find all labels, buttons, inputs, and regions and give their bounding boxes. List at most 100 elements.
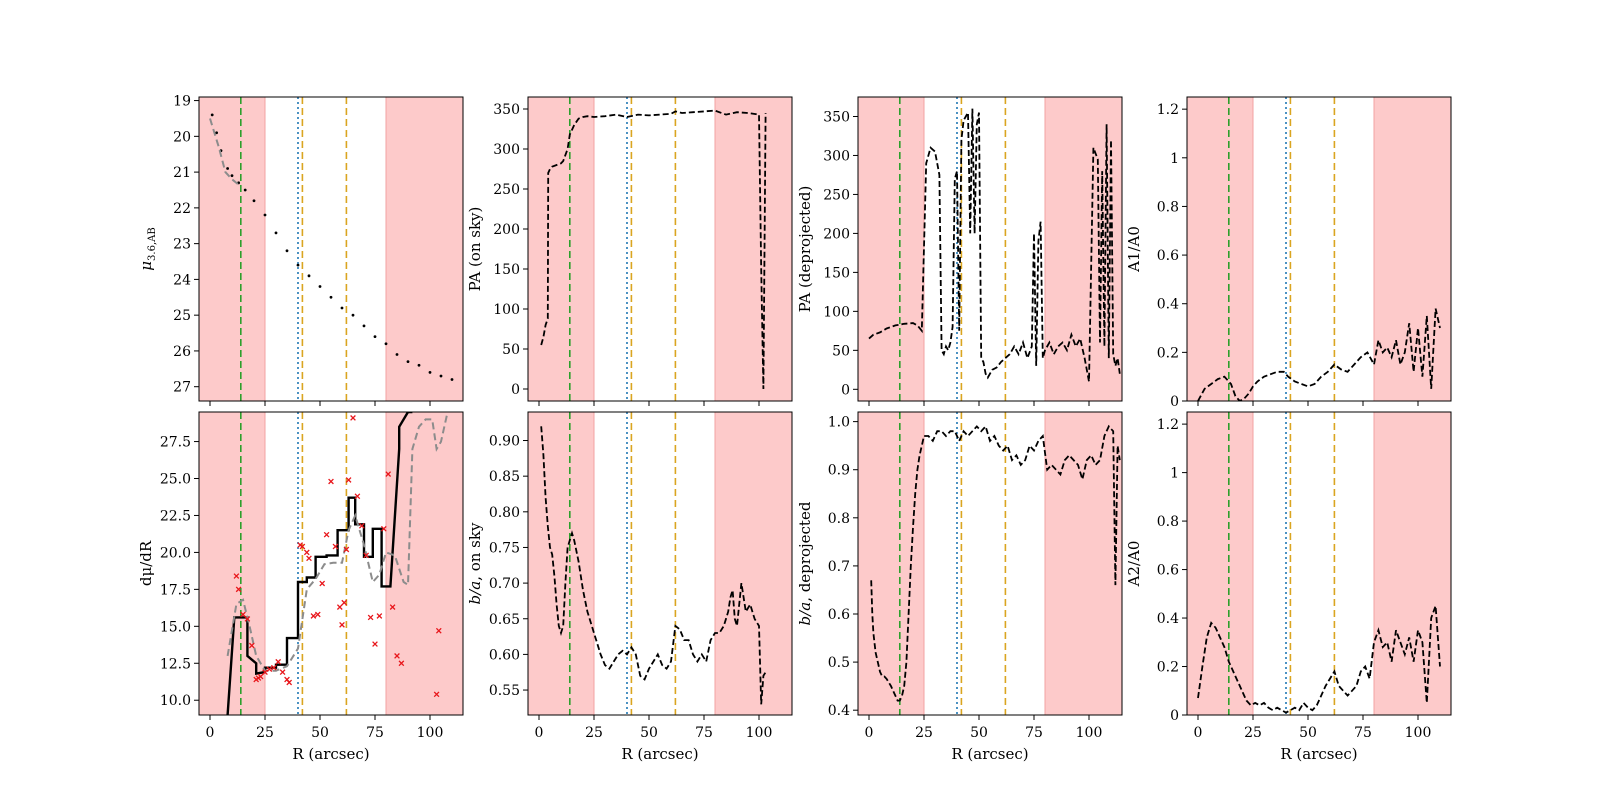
series-profile-point	[362, 324, 366, 328]
y-tick-label: 0	[841, 382, 850, 398]
series-profile-line	[1197, 308, 1441, 401]
x-tick-label: 50	[640, 725, 658, 741]
series-markers-marker	[244, 616, 251, 622]
y-tick-label: 0.6	[828, 607, 850, 623]
y-axis-label: μ3.6,AB	[137, 227, 158, 270]
panel-a2: 0 25 50 75 100 0 0.2 0.4 0.6 0.8 1 1.2 R (arcsec) A2/…	[1125, 411, 1452, 763]
series-profile-point	[243, 188, 247, 192]
x-tick-label: 100	[1405, 725, 1432, 741]
y-tick-label: 300	[823, 148, 850, 164]
y-tick-label: 0.4	[828, 703, 850, 719]
y-axis-label: A2/A0	[1125, 541, 1143, 588]
y-tick-label: 100	[493, 302, 520, 318]
x-tick-label: 50	[311, 725, 329, 741]
y-tick-label: 0.6	[1157, 563, 1179, 579]
series-profile-point	[373, 335, 377, 339]
series-profile-line	[870, 424, 1121, 702]
x-tick-label: 100	[746, 725, 773, 741]
panel-dmu: 0 25 50 75 100 10.0 12.5 15.0 17.5 20.0 22.5 25.0 27…	[137, 411, 464, 763]
shaded-region-0	[1187, 97, 1254, 401]
series-profile-point	[215, 131, 219, 135]
shaded-region-0	[858, 97, 925, 401]
y-tick-label: 24	[173, 272, 191, 288]
y-tick-label: 50	[502, 342, 520, 358]
y-tick-label: 0.5	[828, 655, 850, 671]
plot-area	[199, 97, 463, 401]
series-markers-marker	[363, 552, 370, 559]
series-markers-marker	[235, 586, 242, 593]
y-tick-label: 22	[173, 201, 191, 217]
x-tick-label: 100	[1076, 725, 1103, 741]
y-tick-label: 1.2	[1157, 417, 1179, 433]
y-tick-label: 0.90	[489, 434, 520, 450]
y-tick-label: 27	[173, 380, 191, 396]
y-tick-label: 0.75	[489, 540, 520, 556]
x-axis-label: R (arcsec)	[292, 745, 369, 763]
y-tick-label: 21	[173, 165, 191, 181]
y-axis-label: b/a, on sky	[466, 522, 484, 604]
series-markers-marker	[248, 642, 255, 649]
plot-area	[858, 97, 1122, 401]
y-tick-label: 27.5	[160, 435, 191, 451]
y-tick-label: 0.4	[1157, 611, 1179, 627]
x-tick-label: 75	[695, 725, 713, 741]
series-markers-marker	[319, 580, 326, 587]
shaded-region-1	[1373, 412, 1451, 715]
shaded-region-1	[385, 97, 463, 401]
x-tick-label: 0	[206, 725, 215, 741]
y-tick-label: 250	[823, 187, 850, 203]
x-tick-label: 25	[1244, 725, 1262, 741]
shaded-region-0	[528, 97, 595, 401]
series-markers-marker	[345, 477, 352, 483]
y-tick-label: 10.0	[160, 693, 191, 709]
series-markers-marker	[354, 493, 361, 500]
series-model-line	[209, 118, 242, 188]
series-markers-marker	[372, 641, 378, 647]
y-tick-label: 0.6	[1157, 248, 1179, 264]
series-markers-marker	[323, 531, 330, 538]
plot-area	[858, 412, 1122, 715]
y-tick-label: 0	[511, 382, 520, 398]
series-profile-point	[226, 167, 230, 170]
series-markers-marker	[376, 613, 383, 619]
shaded-region-0	[199, 97, 266, 401]
series-markers-marker	[385, 471, 392, 477]
plot-area	[1187, 97, 1451, 401]
y-tick-label: 200	[823, 226, 850, 242]
series-profile-point	[417, 363, 421, 367]
y-tick-label: 25.0	[160, 472, 191, 488]
panel-ba_deproj: 0 25 50 75 100 0.4 0.5 0.6 0.7 0.8 0.9 1.0 R (arcsec…	[796, 411, 1123, 763]
series-profile-point	[351, 313, 355, 317]
series-markers-marker	[240, 611, 246, 618]
y-tick-label: 50	[832, 343, 850, 359]
shaded-region-1	[1044, 412, 1122, 715]
series-profile-point	[439, 374, 443, 378]
y-axis-label: dμ/dR	[137, 540, 155, 586]
y-tick-label: 17.5	[160, 582, 191, 598]
panel-a1: 0 0.2 0.4 0.6 0.8 1 1.2 A1/A0	[1125, 96, 1452, 410]
series-profile-point	[428, 370, 432, 374]
y-tick-label: 0.8	[828, 511, 850, 527]
series-profile-line	[540, 109, 767, 390]
panel-frame	[857, 411, 1123, 716]
series-markers-marker	[310, 613, 317, 619]
series-markers-marker	[270, 664, 277, 671]
y-tick-label: 1.2	[1157, 102, 1179, 118]
series-profile-point	[210, 113, 214, 117]
series-profile-point	[274, 231, 278, 235]
shaded-region-0	[528, 412, 595, 715]
panels-group: 192021222324252627μ3.6,AB050100150200250…	[137, 94, 1452, 763]
series-markers-marker	[433, 691, 440, 698]
y-tick-label: 22.5	[160, 508, 191, 524]
panel-mu: 19 20 21 22 23 24 25 26 27 μ3.6,AB	[137, 94, 464, 406]
y-tick-label: 0.8	[1157, 199, 1179, 215]
series-profile-point	[318, 285, 322, 288]
x-tick-label: 25	[915, 725, 933, 741]
series-profile-point	[263, 213, 267, 217]
x-tick-label: 0	[535, 725, 544, 741]
series-markers-marker	[286, 679, 293, 686]
series-markers-marker	[299, 543, 306, 550]
series-profile-point	[285, 249, 289, 253]
series-model-line	[226, 412, 449, 672]
x-axis-label: R (arcsec)	[951, 745, 1028, 763]
